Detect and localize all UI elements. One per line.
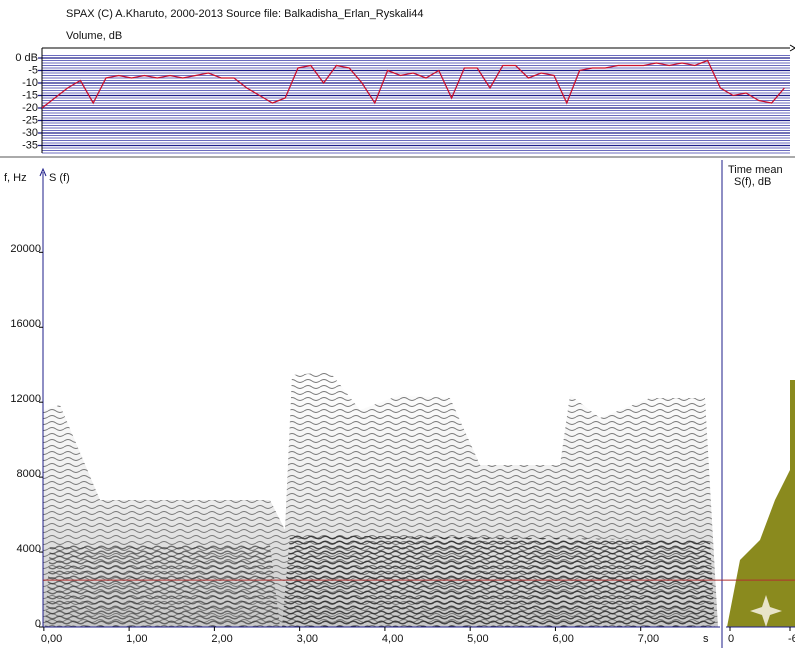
axis-arrow (789, 44, 795, 52)
y-axis-label: Volume, dB (66, 30, 122, 42)
x-tick-label: 3,00 (297, 633, 318, 645)
volume-line (41, 59, 785, 109)
y-tick-label: 0 dB (15, 52, 38, 64)
sparkle-icon (750, 595, 782, 627)
spectrogram-texture (43, 372, 718, 627)
y-tick-label: 0 (35, 618, 41, 630)
x-unit: s (703, 633, 709, 645)
y-tick-label: 8000 (17, 468, 41, 480)
time-mean-area (727, 380, 795, 627)
x-tick-label: 6,00 (552, 633, 573, 645)
y-tick-label: -15 (22, 89, 38, 101)
series-label: S (f) (49, 172, 70, 184)
y-tick-label: 4000 (17, 543, 41, 555)
axis-arrow (39, 167, 47, 177)
y-tick-label: 20000 (10, 243, 41, 255)
y-tick-label: -35 (22, 139, 38, 151)
y-tick-label: -25 (22, 114, 38, 126)
y-axis-label: f, Hz (4, 172, 27, 184)
x-tick-label: -6 (788, 633, 795, 645)
app-title: SPAX (C) A.Kharuto, 2000-2013 Source fil… (66, 8, 424, 20)
y-tick-label: 16000 (10, 318, 41, 330)
profile-label: S(f), dB (734, 176, 771, 188)
x-tick-label: 2,00 (211, 633, 232, 645)
y-tick-label: -5 (28, 64, 38, 76)
y-tick-label: 12000 (10, 393, 41, 405)
y-tick-label: -20 (22, 102, 38, 114)
x-tick-label: 0 (728, 633, 734, 645)
x-tick-label: 5,00 (467, 633, 488, 645)
profile-label: Time mean (728, 164, 783, 176)
x-tick-label: 1,00 (126, 633, 147, 645)
x-tick-label: 0,00 (41, 633, 62, 645)
y-tick-label: -10 (22, 77, 38, 89)
x-tick-label: 4,00 (382, 633, 403, 645)
y-tick-label: -30 (22, 127, 38, 139)
x-tick-label: 7,00 (638, 633, 659, 645)
